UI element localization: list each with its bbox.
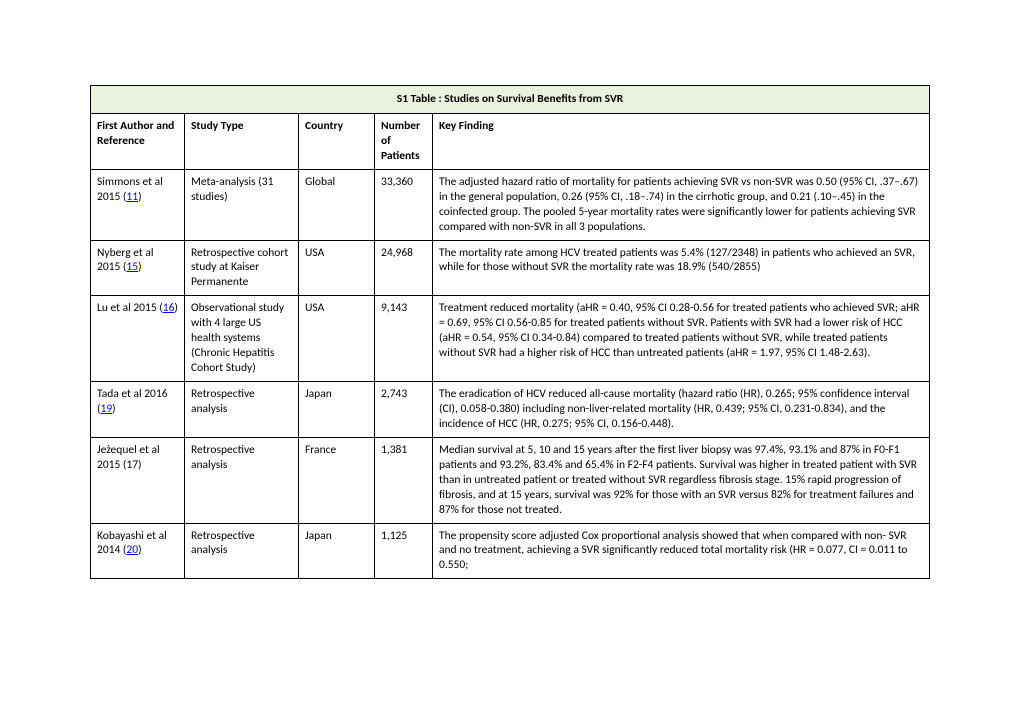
author-text-post: )	[112, 402, 116, 416]
table-title-row: S1 Table : Studies on Survival Benefits …	[91, 86, 930, 114]
cell-key-finding: The eradication of HCV reduced all-cause…	[433, 382, 930, 438]
cell-country: USA	[299, 240, 375, 296]
cell-author: Tada et al 2016 (19)	[91, 382, 185, 438]
cell-key-finding: Median survival at 5, 10 and 15 years af…	[433, 437, 930, 523]
svr-studies-table: S1 Table : Studies on Survival Benefits …	[90, 85, 930, 579]
cell-country: USA	[299, 296, 375, 382]
cell-num-patients: 24,968	[375, 240, 433, 296]
cell-study-type: Retrospective analysis	[185, 437, 299, 523]
table-title: S1 Table : Studies on Survival Benefits …	[397, 92, 623, 106]
cell-key-finding: The adjusted hazard ratio of mortality f…	[433, 169, 930, 240]
cell-study-type: Retrospective cohort study at Kaiser Per…	[185, 240, 299, 296]
author-text-post: )	[174, 301, 178, 315]
col-header-author: First Author and Reference	[91, 113, 185, 169]
table-row: Nyberg et al 2015 (15)Retrospective coho…	[91, 240, 930, 296]
cell-author: Nyberg et al 2015 (15)	[91, 240, 185, 296]
table-row: Jeżequel et al 2015 (17) Retrospective an…	[91, 437, 930, 523]
cell-country: Japan	[299, 382, 375, 438]
reference-link[interactable]: 20	[126, 543, 138, 557]
cell-key-finding: Treatment reduced mortality (aHR = 0.40,…	[433, 296, 930, 382]
reference-link[interactable]: 11	[126, 190, 138, 204]
cell-author: Lu et al 2015 (16)	[91, 296, 185, 382]
cell-author: Jeżequel et al 2015 (17)	[91, 437, 185, 523]
table-row: Tada et al 2016 (19)Retrospective analys…	[91, 382, 930, 438]
cell-country: France	[299, 437, 375, 523]
cell-author: Kobayashi et al 2014 (20)	[91, 523, 185, 579]
col-header-country: Country	[299, 113, 375, 169]
page: S1 Table : Studies on Survival Benefits …	[0, 0, 1020, 720]
cell-study-type: Retrospective analysis	[185, 382, 299, 438]
author-text-post: )	[138, 190, 142, 204]
reference-link[interactable]: 19	[101, 402, 113, 416]
cell-num-patients: 9,143	[375, 296, 433, 382]
cell-country: Japan	[299, 523, 375, 579]
author-text: Lu et al 2015 (	[97, 301, 163, 315]
cell-num-patients: 1,381	[375, 437, 433, 523]
cell-key-finding: The mortality rate among HCV treated pat…	[433, 240, 930, 296]
table-row: Lu et al 2015 (16)Observational study wi…	[91, 296, 930, 382]
cell-num-patients: 33,360	[375, 169, 433, 240]
cell-num-patients: 2,743	[375, 382, 433, 438]
author-text-post: )	[138, 260, 142, 274]
cell-study-type: Meta-analysis (31 studies)	[185, 169, 299, 240]
reference-link[interactable]: 16	[163, 301, 175, 315]
table-header-row: First Author and Reference Study Type Co…	[91, 113, 930, 169]
cell-num-patients: 1,125	[375, 523, 433, 579]
cell-key-finding: The propensity score adjusted Cox propor…	[433, 523, 930, 579]
cell-country: Global	[299, 169, 375, 240]
table-row: Simmons et al 2015 (11)Meta-analysis (31…	[91, 169, 930, 240]
cell-study-type: Retrospective analysis	[185, 523, 299, 579]
col-header-key: Key Finding	[433, 113, 930, 169]
author-text-post: )	[138, 543, 142, 557]
cell-author: Simmons et al 2015 (11)	[91, 169, 185, 240]
author-text: Jeżequel et al 2015 (17)	[97, 443, 160, 472]
table-row: Kobayashi et al 2014 (20)Retrospective a…	[91, 523, 930, 579]
col-header-num: Number of Patients	[375, 113, 433, 169]
col-header-type: Study Type	[185, 113, 299, 169]
reference-link[interactable]: 15	[126, 260, 138, 274]
cell-study-type: Observational study with 4 large US heal…	[185, 296, 299, 382]
